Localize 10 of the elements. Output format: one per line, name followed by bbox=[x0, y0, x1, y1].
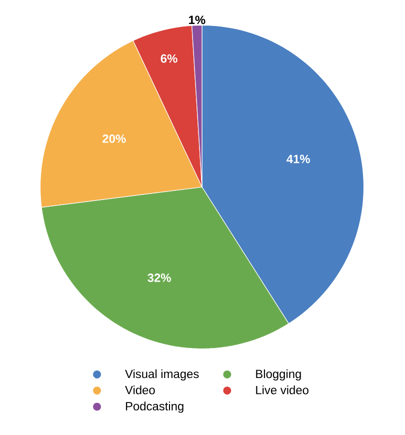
legend-label: Podcasting bbox=[126, 402, 184, 413]
data-label: 1% bbox=[189, 16, 206, 24]
legend-label: Video bbox=[125, 386, 155, 394]
data-label: 41% bbox=[286, 154, 310, 164]
data-label: 32% bbox=[148, 274, 171, 282]
legend-label: Blogging bbox=[256, 369, 301, 381]
legend-label: Live video bbox=[256, 386, 308, 394]
data-label: 20% bbox=[102, 134, 126, 143]
data-label: 6% bbox=[160, 54, 178, 63]
legend-label: Visual images bbox=[125, 369, 199, 381]
